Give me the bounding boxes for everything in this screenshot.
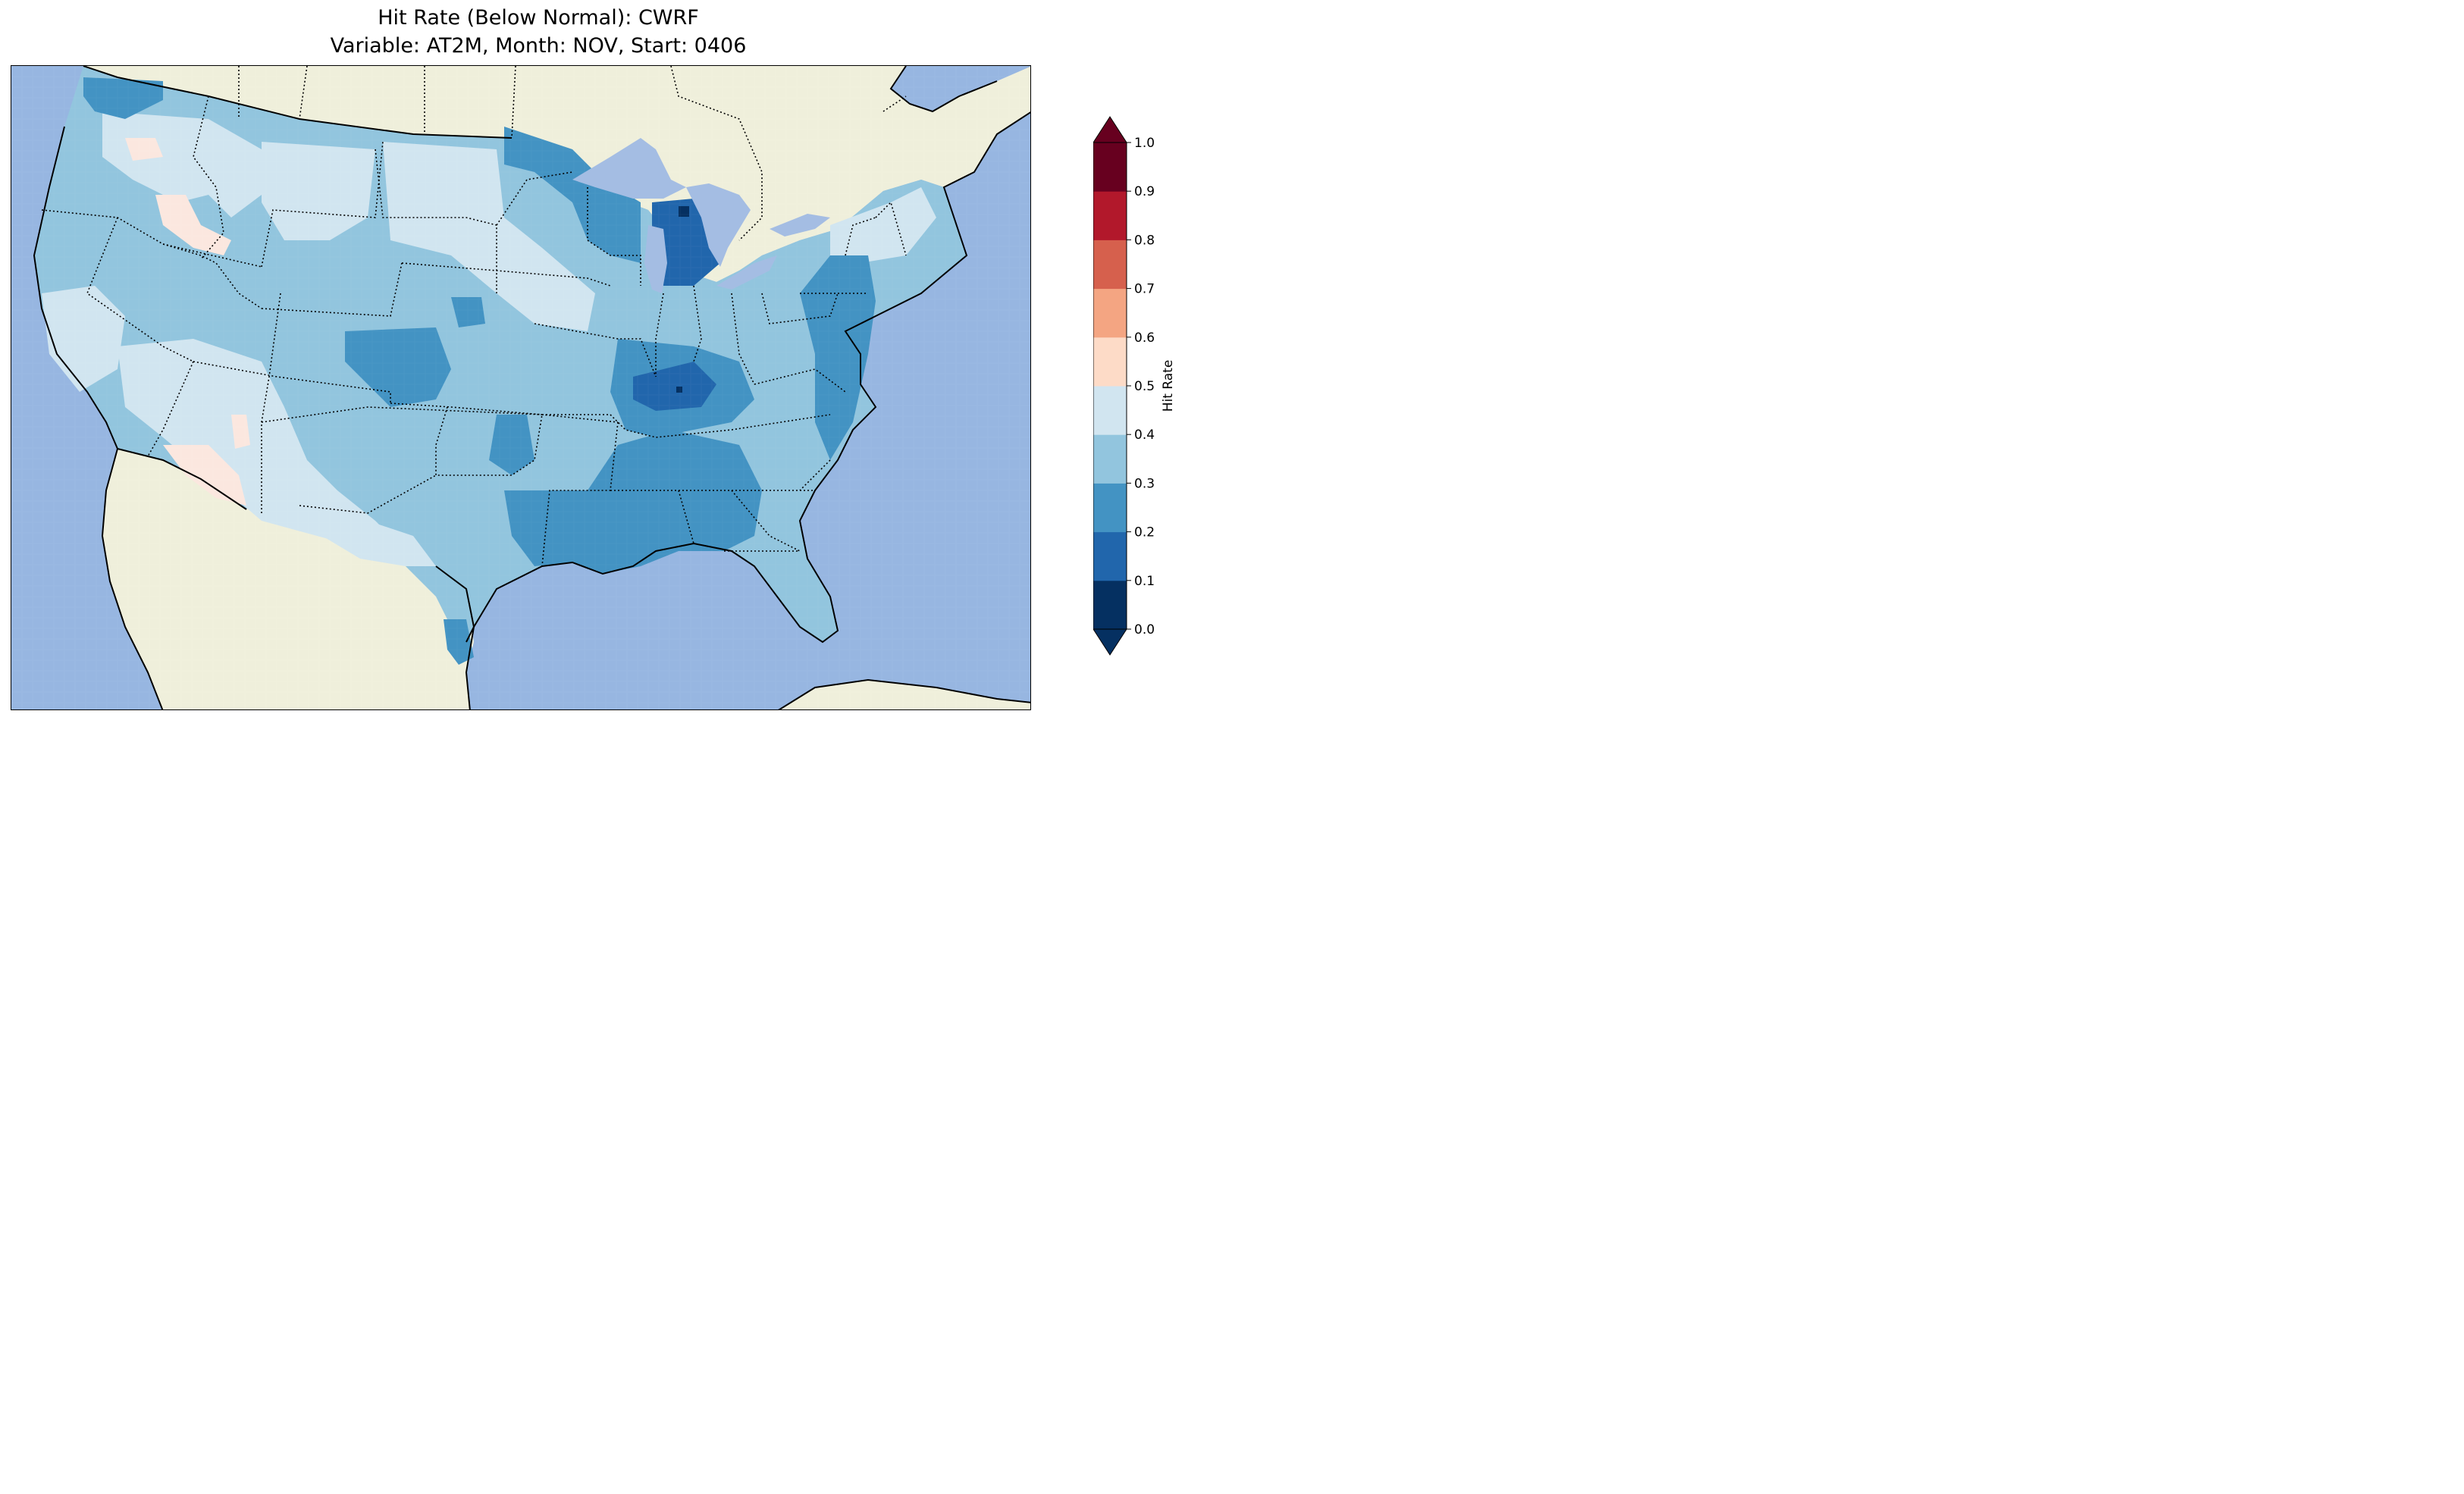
great-lakes — [572, 138, 830, 293]
figure-title-line-2: Variable: AT2M, Month: NOV, Start: 0406 — [330, 34, 747, 58]
colorbar-tick-label: 0.6 — [1134, 330, 1155, 346]
colorbar-segment — [1093, 434, 1127, 484]
lake-huron — [686, 183, 751, 267]
colorbar-extend-min — [1092, 628, 1127, 656]
country-boundaries — [238, 66, 907, 241]
colorbar-label: Hit Rate — [1161, 360, 1176, 412]
colorbar-tick-label: 0.5 — [1134, 379, 1155, 394]
colorbar-tick-label: 0.3 — [1134, 476, 1155, 491]
lake-michigan — [644, 225, 667, 293]
colorbar-tick-label: 0.7 — [1134, 282, 1155, 297]
colorbar-segment — [1093, 288, 1127, 338]
colorbar-canvas: 0.0 0.1 0.2 0.3 0.4 0.5 0.6 0.7 0.8 0.9 1.0 Hit Rat… — [1092, 116, 1176, 656]
colorbar-segment — [1093, 337, 1127, 387]
colorbar-tick-label: 0.8 — [1134, 233, 1155, 248]
colorbar-segment — [1093, 191, 1127, 240]
colorbar-segment — [1093, 580, 1127, 630]
colorbar-tick-label: 1.0 — [1134, 136, 1155, 151]
colorbar-tick-label: 0.2 — [1134, 525, 1155, 540]
colorbar-tick-label: 0.0 — [1134, 622, 1155, 637]
hit-rate-field — [11, 66, 1030, 709]
colorbar-tick-label: 0.1 — [1134, 574, 1155, 589]
state-boundaries — [41, 96, 907, 567]
lake-ontario — [770, 214, 830, 236]
colorbar-tick-label: 0.9 — [1134, 184, 1155, 199]
colorbar-extend-max — [1092, 116, 1127, 143]
colorbar-segment — [1093, 483, 1127, 533]
map-panel — [11, 65, 1031, 710]
colorbar-segment — [1093, 240, 1127, 290]
lake-erie — [716, 255, 777, 290]
lake-superior — [572, 138, 686, 199]
figure-title-line-1: Hit Rate (Below Normal): CWRF — [378, 6, 699, 30]
coastlines — [33, 66, 1030, 709]
colorbar-tick-label: 0.4 — [1134, 428, 1155, 443]
colorbar: 0.0 0.1 0.2 0.3 0.4 0.5 0.6 0.7 0.8 0.9 1.0 Hit Rat… — [1092, 114, 1184, 659]
colorbar-segment — [1093, 531, 1127, 581]
map-canvas — [11, 66, 1030, 709]
colorbar-segment — [1093, 386, 1127, 435]
colorbar-segment — [1093, 143, 1127, 192]
